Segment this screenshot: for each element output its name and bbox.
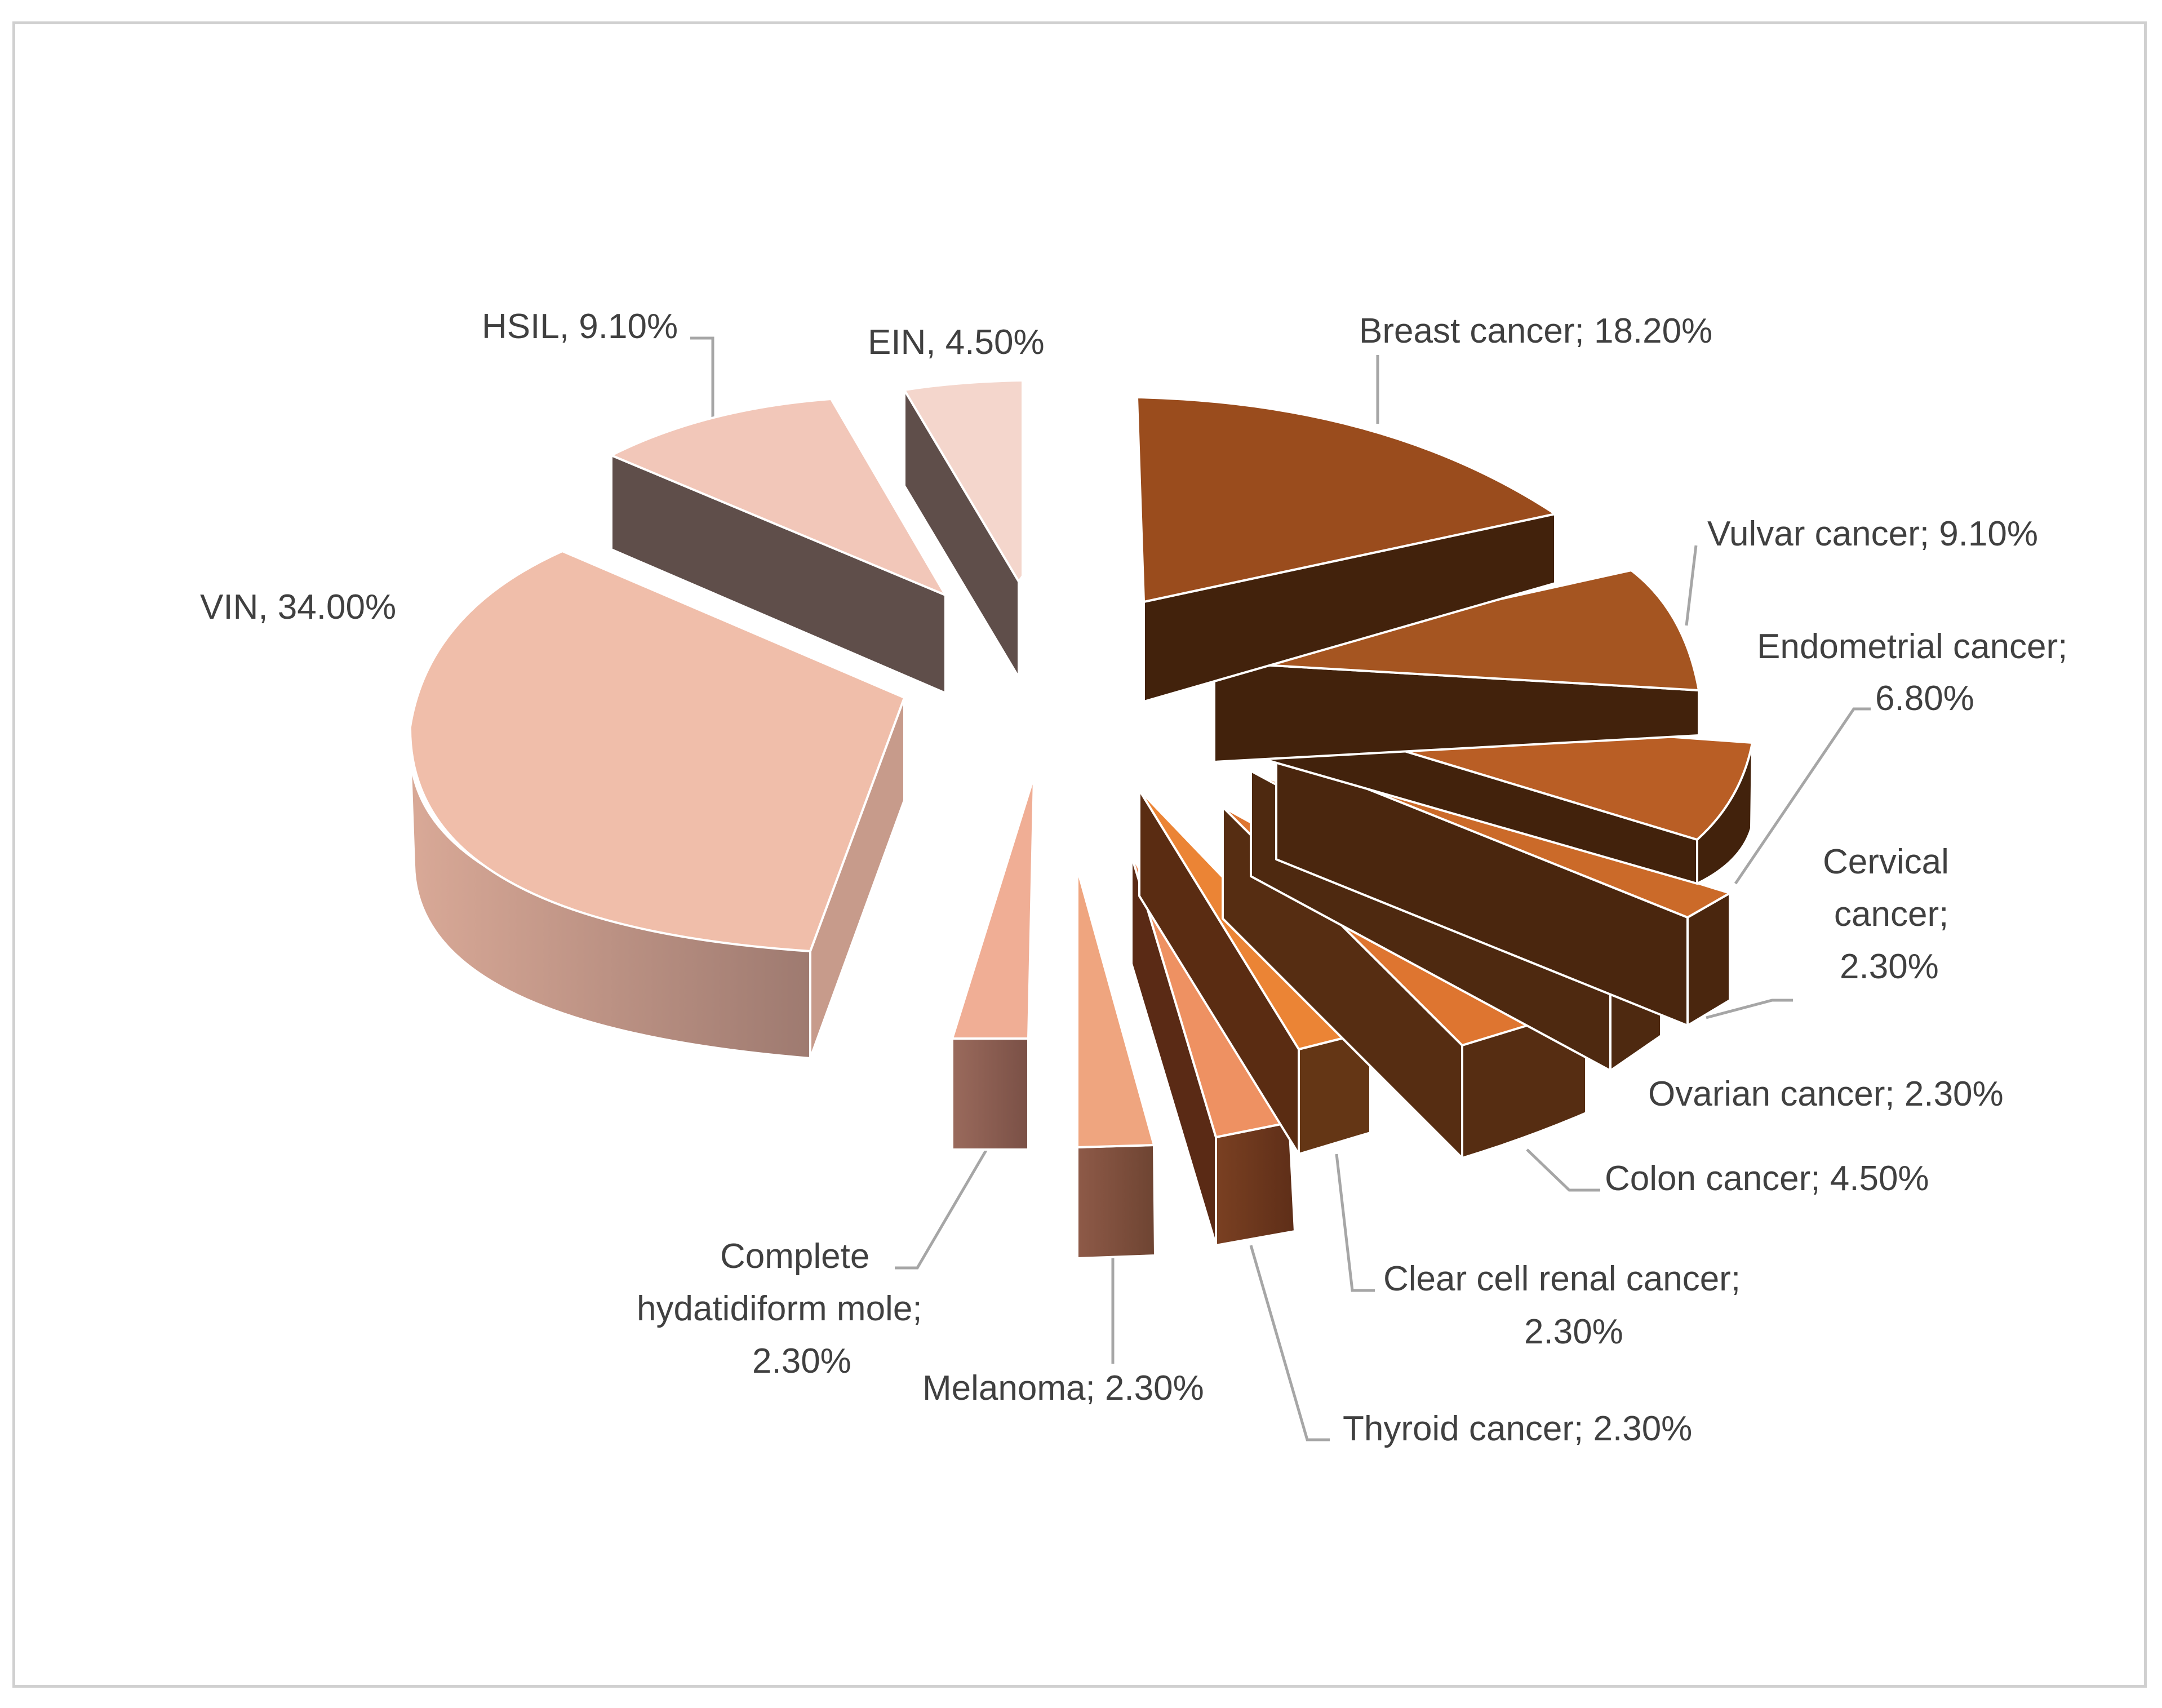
slice-thyroid-side — [1215, 1121, 1296, 1246]
leader-colon — [1526, 1148, 1600, 1192]
leader-vulvar — [1685, 545, 1698, 626]
slice-hsil-top — [610, 398, 947, 596]
label-ein: EIN, 4.50% — [868, 323, 1045, 362]
label-cervical-line2: cancer; — [1834, 895, 1948, 934]
leader-hsil — [690, 336, 714, 420]
label-mole-line1: Complete — [720, 1237, 869, 1276]
label-endometrial-line2: 6.80% — [1875, 679, 1974, 718]
label-clearcell-line1: Clear cell renal cancer; — [1383, 1259, 1741, 1298]
slice-melanoma-side — [1076, 1144, 1156, 1259]
label-vin: VIN, 34.00% — [200, 588, 396, 627]
label-clearcell-line2: 2.30% — [1524, 1312, 1623, 1351]
leader-mole — [895, 1147, 989, 1270]
label-ovarian: Ovarian cancer; 2.30% — [1648, 1075, 2004, 1113]
label-thyroid: Thyroid cancer; 2.30% — [1343, 1409, 1692, 1448]
label-vulvar: Vulvar cancer; 9.10% — [1707, 514, 2038, 553]
slice-hsil — [610, 398, 947, 694]
slice-ein-top — [903, 379, 1024, 583]
leader-lines — [690, 336, 1871, 1441]
slice-ein — [903, 379, 1024, 678]
label-mole-line2: hydatidiform mole; — [637, 1289, 922, 1328]
slice-melanoma — [1076, 868, 1156, 1259]
slice-mole-side — [951, 1037, 1029, 1151]
label-cervical-line3: 2.30% — [1840, 947, 1939, 986]
label-breast: Breast cancer; 18.20% — [1359, 312, 1712, 351]
slice-mole — [951, 775, 1035, 1151]
label-hsil: HSIL, 9.10% — [482, 307, 678, 346]
label-cervical-line1: Cervical — [1823, 842, 1949, 881]
slice-breast-top — [1136, 396, 1556, 603]
label-melanoma: Melanoma; 2.30% — [922, 1369, 1204, 1408]
chart-frame — [12, 21, 2147, 1688]
label-colon: Colon cancer; 4.50% — [1605, 1159, 1929, 1198]
slice-vulvar — [1213, 569, 1700, 763]
label-endometrial-line1: Endometrial cancer; — [1757, 627, 2067, 666]
slice-mole-top — [951, 775, 1035, 1040]
slice-melanoma-top — [1076, 868, 1155, 1148]
slice-vulvar-top — [1213, 569, 1700, 691]
leader-thyroid — [1249, 1245, 1330, 1441]
leader-clearcell — [1335, 1154, 1375, 1292]
leader-cervical — [1706, 999, 1793, 1019]
slice-breast — [1136, 396, 1556, 703]
leader-endometrial — [1734, 707, 1871, 885]
slice-vin — [409, 550, 905, 1059]
label-mole-line3: 2.30% — [752, 1342, 851, 1381]
slice-vin-top — [409, 550, 905, 952]
